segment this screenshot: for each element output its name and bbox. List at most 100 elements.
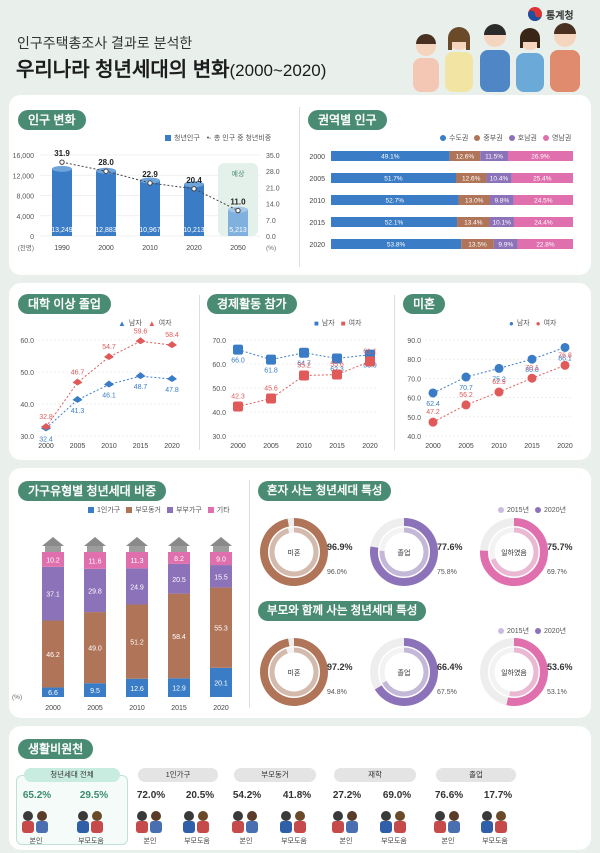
econ-chart: 70.0 60.0 50.0 40.0 30.0 2000 2005 2010 2015 2020… (212, 338, 378, 450)
living-people-icon (434, 811, 507, 833)
seg-호남권-2015 (489, 217, 514, 227)
legend-capital: 수도권 (449, 135, 469, 142)
y-tick-label: 40.0 (407, 434, 421, 441)
donut-value-2020-미혼: 97.2% (327, 662, 353, 672)
seg-label-1인가구-2015: 12.9 (172, 686, 186, 693)
population-title: 인구 변화 (18, 110, 86, 130)
point-label-남자-2010: 64.7 (297, 361, 311, 368)
legend-line-label: 총 인구 중 청년비중 (213, 135, 272, 142)
legend-bar-swatch (165, 135, 171, 141)
x-tick-label: 2020 (557, 443, 573, 450)
person-body-icon (380, 821, 392, 833)
point-label-여자-2020: 58.4 (165, 332, 179, 339)
forecast-label: 예상 (232, 169, 245, 178)
donut-value-2015-미혼: 96.0% (327, 569, 347, 576)
x-tick-label: 2020 (186, 245, 202, 252)
donut-value-2015-졸업: 75.8% (437, 569, 457, 576)
donut-value-2015-졸업: 67.5% (437, 689, 457, 696)
point-여자-2000 (233, 401, 243, 412)
regional-chart: 2000 49.1% 12.6% 11.5% 26.9% 2005 51.7% 12.6% 10… (309, 151, 573, 249)
person-body-icon (346, 821, 358, 833)
seg-label-영남권-2015: 24.4% (534, 220, 553, 227)
seg-1인가구-2010 (126, 678, 148, 697)
right-unit: (%) (266, 245, 276, 252)
x-tick-label: 1990 (54, 245, 70, 252)
donut-track-2015 (489, 647, 539, 697)
person-head-icon (347, 811, 357, 821)
left-unit: (천명) (18, 243, 34, 252)
point-label-여자-2000: 32.8 (39, 414, 53, 421)
share-line (61, 161, 239, 211)
point-여자-2005 (72, 378, 83, 386)
donut-track-2015 (379, 527, 429, 577)
x-tick-label: 2005 (263, 443, 279, 450)
living-group-tag: 1인가구 (138, 768, 218, 782)
point-여자-2005 (461, 400, 471, 410)
legend-dot-2015 (498, 507, 504, 513)
alone-title: 혼자 사는 청년세대 특성 (258, 481, 392, 501)
seg-label-부부가구-2005: 29.8 (88, 588, 102, 595)
house-body-icon (45, 546, 61, 553)
donut-center (386, 654, 422, 690)
seg-label-호남권-2010: 9.8% (494, 198, 509, 205)
agency-name: 통계청 (546, 10, 574, 22)
house-body-icon (87, 546, 103, 553)
legend-dot-yeongnam (542, 135, 549, 141)
seg-label-기타-2015: 8.2 (174, 556, 184, 563)
donut-track-2015 (269, 527, 319, 577)
y-tick-label: 80.0 (407, 357, 421, 364)
y-tick-label: 8,000 (16, 194, 34, 201)
living-self-label: 본인 (29, 838, 43, 845)
donut-track-2015 (379, 647, 429, 697)
x-tick-label: 2000 (425, 443, 441, 450)
point-여자-2020 (167, 341, 177, 349)
living-parent-label: 부모도움 (482, 838, 508, 845)
line-여자 (45, 340, 173, 428)
point-남자-2020 (167, 375, 177, 383)
donut-arc-2020-졸업 (370, 518, 438, 586)
person-body-icon (434, 821, 446, 833)
seg-1인가구-2005 (84, 683, 106, 697)
people-illustration (413, 23, 580, 92)
alone-legend-2015: 2015년 (507, 507, 530, 514)
household-title: 가구유형별 청년세대 비중 (18, 481, 167, 501)
house-body-icon (213, 546, 229, 553)
seg-수도권-2020 (331, 239, 462, 249)
seg-label-수도권-2010: 52.7% (386, 198, 405, 205)
point-남자-2000 (233, 344, 243, 355)
living-parent-label: 부모도움 (78, 838, 104, 845)
x-tick-label: 2015 (133, 443, 149, 450)
point-label-남자-2000: 66.0 (231, 358, 245, 365)
seg-부모동거-2015 (168, 593, 190, 679)
legend-sq-single (88, 507, 94, 513)
legend-line-swatch: •·· (206, 134, 212, 142)
legend-central: 중부권 (483, 135, 503, 142)
seg-기타-2020 (210, 552, 232, 566)
seg-label-중부권-2020: 13.5% (468, 242, 487, 249)
donut-track-2015 (489, 527, 539, 577)
point-label-남자-2015: 80.0 (525, 367, 539, 374)
population-legend: 청년인구 •·· 총 인구 중 청년비중 (165, 133, 271, 143)
living-self-value: 65.2% (22, 790, 52, 801)
point-label-남자-2005: 70.7 (459, 385, 473, 392)
x-tick-label: 2020 (362, 443, 378, 450)
donut-value-2020-미혼: 96.9% (327, 542, 353, 552)
point-남자-2000 (428, 388, 438, 398)
point-label-남자-2000: 32.4 (39, 436, 53, 443)
living-parent-value: 69.0% (382, 790, 412, 801)
seg-호남권-2005 (486, 173, 512, 183)
seg-부부가구-2015 (168, 563, 190, 594)
male-person-icon: ■ (314, 318, 319, 328)
donut-arc-2015-일하였음 (490, 527, 539, 577)
donut-center (276, 534, 312, 570)
taegeuk-icon (528, 7, 542, 21)
college-title: 대학 이상 졸업 (18, 294, 111, 314)
living-parent-value: 20.5% (185, 790, 215, 801)
row-label-2015: 2015 (309, 220, 325, 227)
seg-label-호남권-2005: 10.4% (490, 176, 509, 183)
donut-label-졸업: 졸업 (398, 549, 411, 557)
y2-tick-label: 14.0 (266, 202, 280, 209)
donut-value-2020-일하였음: 75.7% (547, 542, 573, 552)
donut-value-2020-졸업: 66.4% (437, 662, 463, 672)
living-title: 생활비원천 (18, 739, 94, 759)
